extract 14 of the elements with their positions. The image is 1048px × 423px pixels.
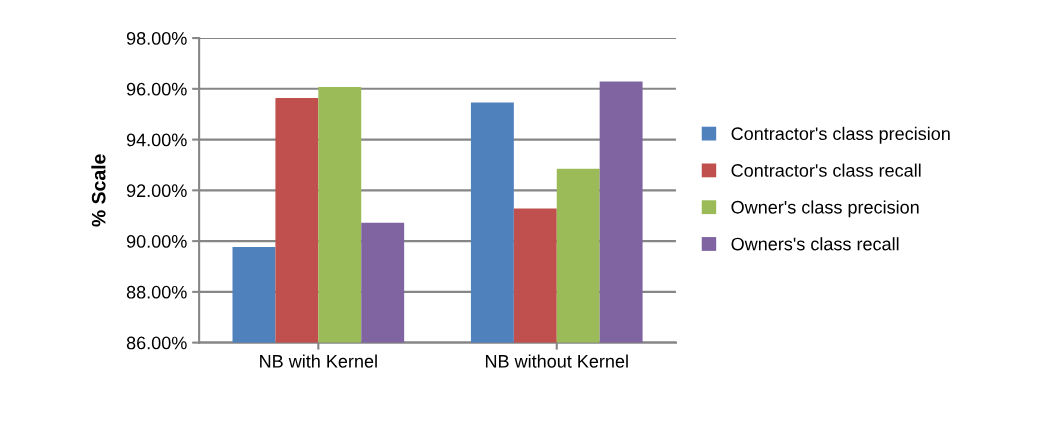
legend-label: Owner's class precision xyxy=(731,200,919,218)
x-tick-label: NB without Kernel xyxy=(485,354,628,368)
x-tick-label: NB with Kernel xyxy=(260,354,377,368)
y-tick-label: 96.00% xyxy=(126,82,187,96)
legend-label: Owners's class recall xyxy=(731,237,899,251)
y-tick-label: 88.00% xyxy=(126,285,187,299)
legend-label: Contractor's class precision xyxy=(731,126,950,144)
y-tick-label: 94.00% xyxy=(126,133,187,147)
y-tick-label: 86.00% xyxy=(126,336,187,350)
legend-label: Contractor's class recall xyxy=(731,163,921,177)
y-tick-label: 92.00% xyxy=(126,184,187,198)
y-tick-label: 98.00% xyxy=(126,32,187,45)
y-tick-label: 90.00% xyxy=(126,235,187,248)
y-axis-title: % Scale xyxy=(91,154,106,227)
